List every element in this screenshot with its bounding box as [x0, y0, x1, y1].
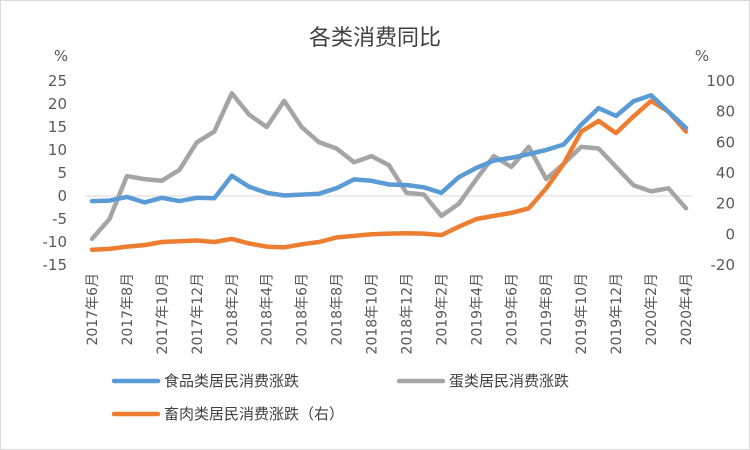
y-right-tick-label: 20: [716, 195, 735, 213]
y-right-unit-label: %: [695, 47, 709, 65]
y-left-tick-label: 0: [57, 187, 67, 205]
y-left-tick-label: 25: [48, 72, 67, 90]
series-line-2: [89, 98, 689, 252]
y-right-tick-label: 80: [716, 103, 735, 121]
y-right-tick-label: 60: [716, 133, 735, 151]
y-left-axis-ticks: 25 20 15 10 5 0 -5 -10 -15: [43, 72, 68, 274]
x-tick-label: 2019年8月: [539, 273, 555, 346]
x-tick-label: 2019年4月: [469, 273, 485, 346]
y-left-tick-label: -15: [43, 256, 68, 274]
series-lines: [89, 91, 689, 252]
y-left-unit-label: %: [54, 47, 68, 65]
series-line-1: [89, 91, 689, 242]
legend-label: 食品类居民消费涨跌: [164, 372, 299, 390]
x-tick-label: 2017年6月: [85, 273, 101, 346]
x-tick-label: 2018年2月: [225, 273, 241, 346]
x-tick-label: 2020年4月: [679, 273, 695, 346]
y-right-axis-ticks: 100 80 60 40 20 0 -20: [706, 72, 735, 274]
y-right-tick-label: 100: [706, 72, 735, 90]
y-left-tick-label: 5: [57, 164, 67, 182]
x-tick-label: 2017年12月: [190, 273, 206, 354]
x-tick-label: 2018年8月: [330, 273, 346, 346]
x-tick-label: 2019年12月: [609, 273, 625, 354]
y-left-tick-label: 15: [48, 118, 67, 136]
x-tick-label: 2018年4月: [260, 273, 276, 346]
x-tick-label: 2019年2月: [434, 273, 450, 346]
y-left-tick-label: -5: [52, 210, 67, 228]
x-tick-label: 2019年10月: [574, 273, 590, 354]
x-axis-ticks: 2017年6月 2017年8月 2017年10月 2017年12月 2018年2月 201…: [85, 273, 695, 354]
y-right-tick-label: 0: [725, 225, 735, 243]
x-tick-label: 2020年2月: [644, 273, 660, 346]
x-tick-label: 2018年12月: [399, 273, 415, 354]
y-left-tick-label: 10: [48, 141, 67, 159]
series-line-0: [89, 93, 689, 205]
x-tick-label: 2019年6月: [504, 273, 520, 346]
legend-label: 畜肉类居民消费涨跌（右）: [164, 405, 344, 423]
x-tick-label: 2017年8月: [120, 273, 136, 346]
x-tick-label: 2018年10月: [365, 273, 381, 354]
y-right-tick-label: -20: [711, 256, 736, 274]
legend-label: 蛋类居民消费涨跌: [449, 372, 569, 390]
x-tick-label: 2018年6月: [295, 273, 311, 346]
y-right-tick-label: 40: [716, 164, 735, 182]
y-left-tick-label: -10: [43, 233, 68, 251]
y-left-tick-label: 20: [48, 95, 67, 113]
x-tick-label: 2017年10月: [155, 273, 171, 354]
chart-title: 各类消费同比: [309, 26, 441, 51]
